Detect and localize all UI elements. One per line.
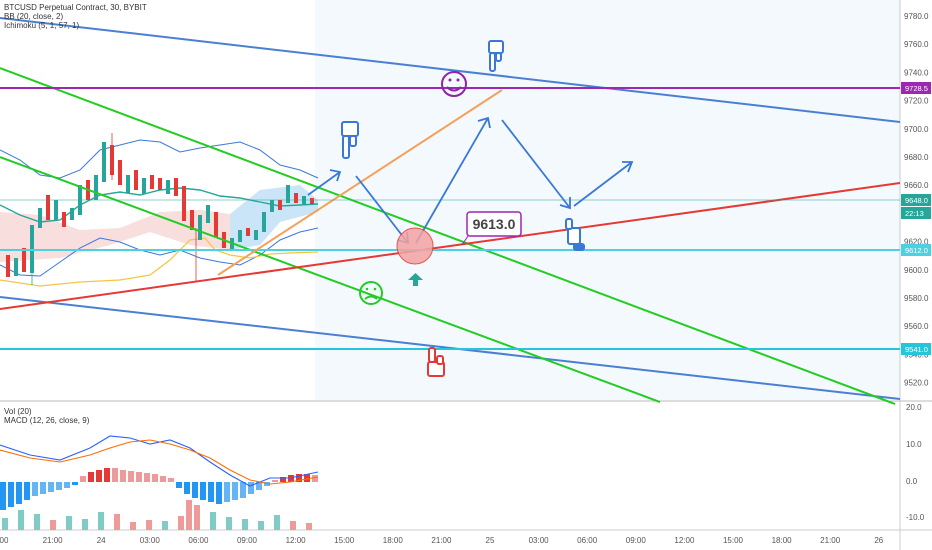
time-tick-label: 21:00 xyxy=(43,536,64,545)
price-tick-label: 9700.0 xyxy=(904,125,929,134)
time-tick-label: 00 xyxy=(0,536,9,545)
time-tick-label: 12:00 xyxy=(286,536,307,545)
macd-tick-label: 20.0 xyxy=(906,403,922,412)
price-tick-label: 9680.0 xyxy=(904,153,929,162)
volume-bars xyxy=(2,500,312,530)
forecast-arrows[interactable] xyxy=(307,116,634,245)
macd-line xyxy=(0,435,319,487)
symbol-title[interactable]: BTCUSD Perpetual Contract, 30, BYBIT xyxy=(4,3,147,12)
price-tick-label: 9780.0 xyxy=(904,12,929,21)
svg-text:9613.0: 9613.0 xyxy=(473,216,516,232)
time-tick-label: 09:00 xyxy=(237,536,258,545)
price-tag xyxy=(901,244,931,256)
ichimoku-cloud-red xyxy=(0,210,230,262)
time-tick-label: 24 xyxy=(97,536,106,545)
macd-tick-label: 0.0 xyxy=(906,477,918,486)
macd-histogram xyxy=(0,468,318,510)
lower-pane-legend: Vol (20) MACD (12, 26, close, 9) xyxy=(4,407,89,425)
price-axis-tags: 9728.5 9648.0 22:13 9612.0 9541.0 xyxy=(901,82,931,355)
pointing-down-hand-red-icon xyxy=(427,347,445,377)
time-tick-label: 15:00 xyxy=(334,536,355,545)
up-arrow-icon xyxy=(408,273,423,286)
happy-face-icon xyxy=(441,71,467,97)
price-tick-label: 9520.0 xyxy=(904,379,929,388)
bb-indicator-label[interactable]: BB (20, close, 2) xyxy=(4,12,64,21)
macd-tick-label: 10.0 xyxy=(906,440,922,449)
blue-channel-upper[interactable] xyxy=(0,17,901,123)
time-tick-label: 06:00 xyxy=(577,536,598,545)
time-tick-label: 15:00 xyxy=(723,536,744,545)
price-tick-label: 9620.0 xyxy=(904,238,929,247)
price-tag xyxy=(901,194,931,206)
price-tag-label: 9612.0 xyxy=(905,246,928,255)
thumbs-down-icon xyxy=(565,218,585,251)
time-tick-label: 12:00 xyxy=(674,536,695,545)
price-tick-label: 9760.0 xyxy=(904,40,929,49)
time-tick-label: 09:00 xyxy=(626,536,647,545)
price-tick-label: 9720.0 xyxy=(904,97,929,106)
price-tick-label: 9740.0 xyxy=(904,68,929,77)
ichimoku-lagging-span xyxy=(0,237,319,287)
red-trendline[interactable] xyxy=(0,182,901,310)
price-tag-label: 9728.5 xyxy=(905,84,928,93)
price-tick-label: 9600.0 xyxy=(904,266,929,275)
time-tick-label: 21:00 xyxy=(431,536,452,545)
macd-signal-line xyxy=(0,439,319,485)
price-tag xyxy=(901,207,931,219)
time-axis[interactable]: 00 21:00 24 03:00 06:00 09:00 12:00 15:00 18:00 2… xyxy=(0,536,884,545)
price-tag-label: 9648.0 xyxy=(905,196,928,205)
bb-upper xyxy=(0,139,319,179)
time-tick-label: 25 xyxy=(486,536,495,545)
chart-legend: BTCUSD Perpetual Contract, 30, BYBIT BB … xyxy=(4,3,147,30)
green-channel-lower[interactable] xyxy=(0,156,661,403)
time-tick-label: 18:00 xyxy=(772,536,793,545)
entry-circle[interactable] xyxy=(396,227,434,265)
price-tag-label: 22:13 xyxy=(905,209,924,218)
time-tick-label: 26 xyxy=(874,536,883,545)
time-tick-label: 03:00 xyxy=(529,536,550,545)
macd-axis[interactable]: 20.0 10.0 0.0 -10.0 xyxy=(906,403,925,522)
price-tick-label: 9580.0 xyxy=(904,294,929,303)
time-tick-label: 21:00 xyxy=(820,536,841,545)
volume-indicator-label[interactable]: Vol (20) xyxy=(4,407,32,416)
sad-face-icon xyxy=(359,281,383,305)
price-tick-label: 9560.0 xyxy=(904,322,929,331)
pointing-down-hand-icon xyxy=(341,40,504,159)
price-tick-label: 9660.0 xyxy=(904,181,929,190)
price-tag-label: 9541.0 xyxy=(905,345,928,354)
ichimoku-indicator-label[interactable]: Ichimoku (5, 1, 57, 1) xyxy=(4,21,80,30)
macd-indicator-label[interactable]: MACD (12, 26, close, 9) xyxy=(4,416,90,425)
time-tick-label: 03:00 xyxy=(140,536,161,545)
price-tag xyxy=(901,343,931,355)
price-callout[interactable]: 9613.0 xyxy=(461,211,522,246)
time-tick-label: 18:00 xyxy=(383,536,404,545)
macd-tick-label: -10.0 xyxy=(906,513,925,522)
time-tick-label: 06:00 xyxy=(188,536,209,545)
price-tag xyxy=(901,82,931,94)
